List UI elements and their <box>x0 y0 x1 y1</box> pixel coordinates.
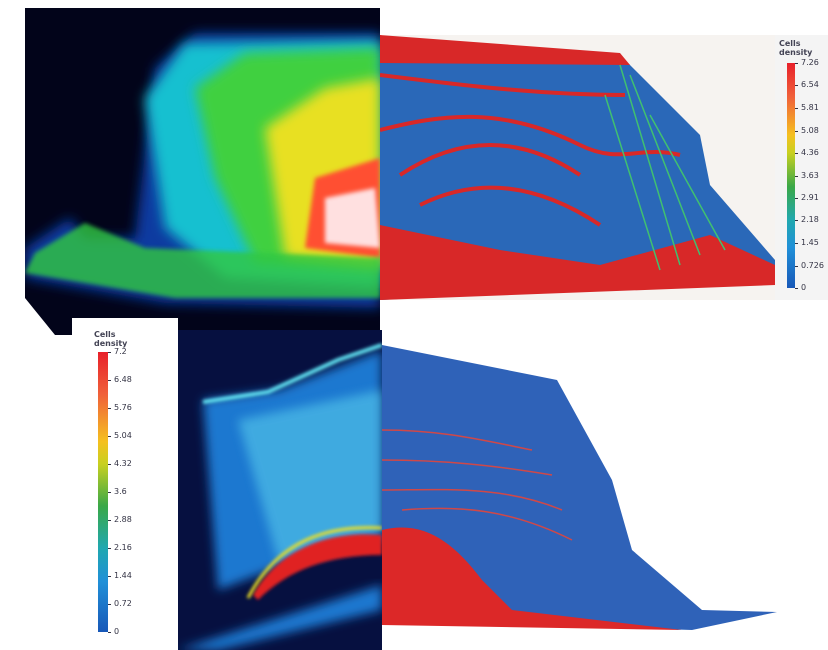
heatmap-bottom-left <box>178 330 382 650</box>
colorbar-panel: Cells density 7.2 6.48 5.76 5.04 4.32 3.6 2.88… <box>72 318 178 650</box>
tick-label: 5.08 <box>801 127 819 135</box>
tick-label: 0.726 <box>801 262 824 270</box>
tick-label: 0 <box>114 628 119 636</box>
tick-label: 3.63 <box>801 172 819 180</box>
colorbar <box>98 352 108 632</box>
tick-label: 4.36 <box>801 149 819 157</box>
tick-label: 1.45 <box>801 239 819 247</box>
tick-mark <box>108 380 111 381</box>
tick-label: 5.81 <box>801 104 819 112</box>
tick-mark <box>108 352 111 353</box>
colorbar-title: Cells density <box>94 330 128 348</box>
tick-label: 4.32 <box>114 460 132 468</box>
tick-mark <box>108 464 111 465</box>
tick-mark <box>108 408 111 409</box>
tick-mark <box>108 576 111 577</box>
tick-mark <box>795 243 798 244</box>
tick-label: 2.91 <box>801 194 819 202</box>
tick-label: 0 <box>801 284 806 292</box>
tick-label: 5.76 <box>114 404 132 412</box>
colorbar-title: Cells density <box>779 39 813 57</box>
tick-mark <box>108 632 111 633</box>
tick-label: 7.2 <box>114 348 127 356</box>
tick-label: 6.48 <box>114 376 132 384</box>
tick-label: 3.6 <box>114 488 127 496</box>
tick-mark <box>108 520 111 521</box>
tick-label: 6.54 <box>801 81 819 89</box>
tick-mark <box>795 131 798 132</box>
tick-mark <box>108 604 111 605</box>
tick-label: 1.44 <box>114 572 132 580</box>
surface-bottom-right <box>382 340 782 640</box>
tick-mark <box>108 436 111 437</box>
tick-label: 2.16 <box>114 544 132 552</box>
tick-mark <box>795 176 798 177</box>
tick-label: 0.72 <box>114 600 132 608</box>
colorbar-panel: Cells density 7.26 6.54 5.81 5.08 4.36 3.63 2.… <box>775 35 828 300</box>
tick-mark <box>795 108 798 109</box>
tick-mark <box>795 153 798 154</box>
tick-label: 2.88 <box>114 516 132 524</box>
tick-mark <box>795 220 798 221</box>
tick-label: 7.26 <box>801 59 819 67</box>
figure: Cells density 7.26 6.54 5.81 5.08 4.36 3.63 2.… <box>0 0 828 650</box>
tick-mark <box>795 85 798 86</box>
tick-label: 2.18 <box>801 216 819 224</box>
colorbar <box>787 63 795 288</box>
tick-mark <box>795 266 798 267</box>
tick-mark <box>795 288 798 289</box>
tick-mark <box>795 198 798 199</box>
tick-mark <box>795 63 798 64</box>
tick-mark <box>108 548 111 549</box>
tick-label: 5.04 <box>114 432 132 440</box>
surface-top-right <box>380 35 775 300</box>
heatmap-top-left <box>25 8 380 335</box>
tick-mark <box>108 492 111 493</box>
